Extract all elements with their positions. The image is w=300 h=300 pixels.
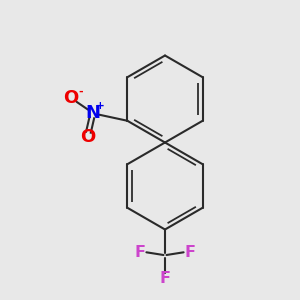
Text: -: - (78, 87, 82, 97)
Text: F: F (184, 245, 195, 260)
Text: F: F (160, 271, 170, 286)
Text: F: F (135, 245, 146, 260)
Text: +: + (96, 101, 105, 111)
Text: O: O (64, 89, 79, 107)
Text: O: O (80, 128, 95, 146)
Text: N: N (85, 104, 100, 122)
